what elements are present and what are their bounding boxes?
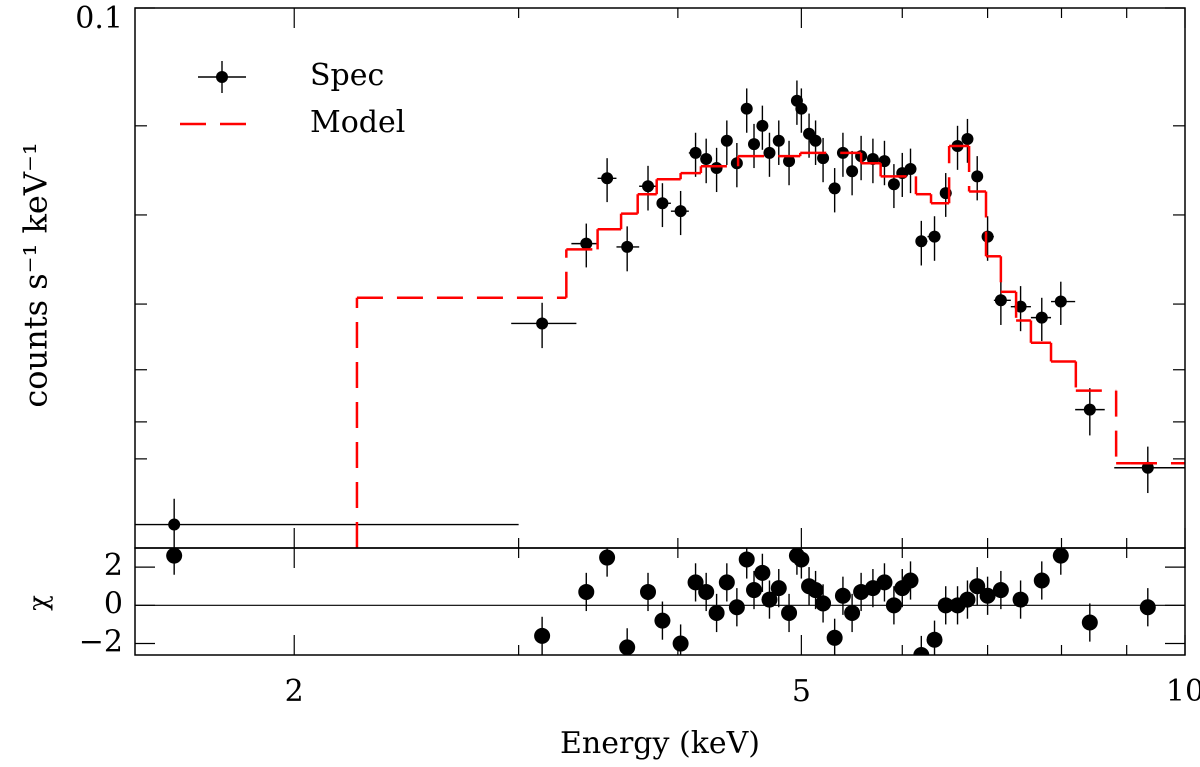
residual-point [166,548,183,564]
residual-point [913,647,930,655]
data-point [795,102,808,115]
residual-point [902,572,919,589]
data-point [994,294,1007,307]
residual-point [844,604,861,621]
y-tick-label: 0 [104,586,123,621]
residual-point [619,639,636,655]
residual-point [826,629,843,646]
data-point [536,317,549,330]
data-point [1014,300,1027,313]
data-point [1141,461,1154,474]
residual-point [761,591,778,608]
data-point [763,146,776,159]
residual-point [640,583,657,600]
residual-point [1052,548,1069,564]
top-frame [134,7,1186,549]
residual-point [781,604,798,621]
residual-point [770,580,787,597]
data-point [740,102,753,115]
data-point [1083,403,1096,416]
data-point [828,182,841,195]
bottom-frame [134,547,1186,656]
data-point [971,170,984,183]
data-point [580,237,593,250]
residual-area [166,548,1156,655]
data-point [689,146,702,159]
residual-point [834,587,851,604]
data-point [1054,295,1067,308]
data-point [756,119,769,132]
y-tick-label: 2 [104,548,123,583]
data-point [168,518,181,531]
data-point [928,230,941,243]
residual-point [807,582,824,599]
residual-point [534,627,551,644]
plot-area [135,80,1185,548]
residual-point [815,595,832,612]
residual-point [1012,591,1029,608]
residual-point [969,578,986,595]
residual-point [1139,599,1156,616]
residual-point [718,574,735,591]
residual-axis-label: χ [24,595,54,611]
data-point [817,152,830,165]
data-point [710,162,723,175]
residual-point [746,582,763,599]
y-tick-label: −2 [79,625,123,660]
data-point [904,162,917,175]
residual-point [1033,572,1050,589]
legend-label: Model [310,105,405,140]
x-tick-label: 10 [1166,674,1200,709]
data-point [720,134,733,147]
data-point [783,155,796,168]
residual-point [979,587,996,604]
data-point [748,138,761,151]
residual-point [687,574,704,591]
data-point [961,133,974,146]
legend-symbol [216,71,228,83]
legend-label: Spec [310,58,384,93]
residual-point [654,612,671,629]
residual-point [876,574,893,591]
data-point [887,178,900,191]
data-point [642,180,655,193]
residual-point [754,564,771,581]
residual-point [959,591,976,608]
residual-point [599,549,616,566]
data-point [915,235,928,248]
data-point [772,134,785,147]
data-point [981,230,994,243]
x-axis-label: Energy (keV) [560,726,760,761]
residual-point [698,583,715,600]
residual-point [728,599,745,616]
residual-point [926,631,943,648]
x-tick-label: 2 [285,674,304,709]
y-axis-label: counts s⁻¹ keV⁻¹ [17,142,55,407]
data-point [700,153,713,166]
residual-point [708,604,725,621]
residual-point [1081,614,1098,631]
y-tick-label: 0.1 [75,1,123,36]
data-point [601,172,614,185]
data-point [674,205,687,218]
data-point [656,197,669,210]
residual-point [672,635,689,652]
residual-point [578,583,595,600]
data-point [809,134,822,147]
data-point [621,240,634,253]
residual-point [992,582,1009,599]
data-point [846,165,859,178]
x-tick-label: 5 [792,674,811,709]
data-point [1035,311,1048,324]
residual-point [738,551,755,568]
